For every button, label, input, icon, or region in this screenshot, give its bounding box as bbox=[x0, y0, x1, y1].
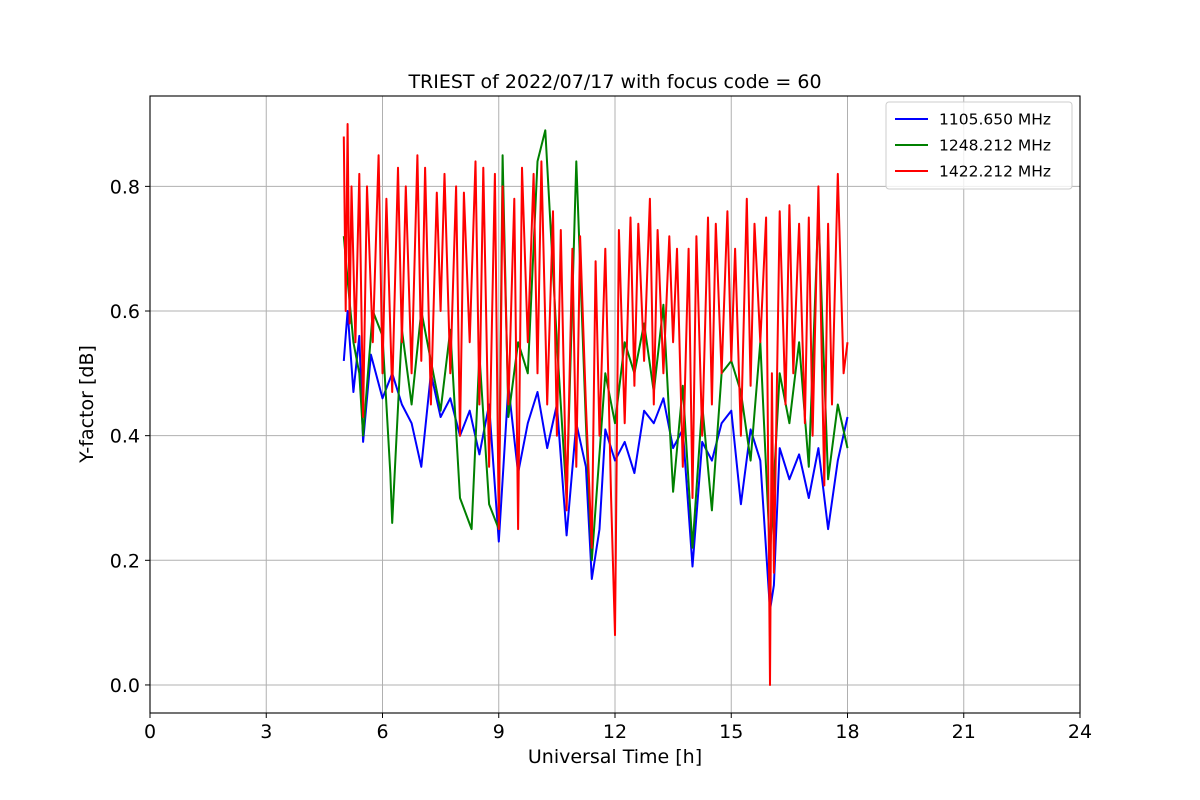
x-tick-label: 18 bbox=[835, 721, 859, 743]
x-tick-label: 0 bbox=[144, 721, 156, 743]
y-tick-label: 0.6 bbox=[110, 301, 140, 323]
x-tick-label: 9 bbox=[493, 721, 505, 743]
x-tick-label: 12 bbox=[603, 721, 627, 743]
y-tick-label: 0.2 bbox=[110, 550, 140, 572]
axis-ticks: 0 3 6 9 12 15 18 21 24 0.0 0.2 0.4 0.6 0.8 bbox=[110, 176, 1092, 743]
x-tick-label: 3 bbox=[260, 721, 272, 743]
x-tick-label: 15 bbox=[719, 721, 743, 743]
legend-label-1: 1105.650 MHz bbox=[939, 111, 1051, 129]
legend-label-2: 1248.212 MHz bbox=[939, 137, 1051, 155]
x-tick-label: 6 bbox=[376, 721, 388, 743]
legend-label-3: 1422.212 MHz bbox=[939, 163, 1051, 181]
series-line-2 bbox=[342, 129, 849, 562]
chart-title: TRIEST of 2022/07/17 with focus code = 6… bbox=[407, 71, 821, 93]
x-axis-label: Universal Time [h] bbox=[528, 746, 702, 768]
y-tick-label: 0.4 bbox=[110, 426, 140, 448]
x-tick-label: 21 bbox=[952, 721, 976, 743]
y-axis-label: Y-factor [dB] bbox=[76, 345, 98, 464]
legend: 1105.650 MHz 1248.212 MHz 1422.212 MHz bbox=[885, 101, 1073, 190]
y-tick-label: 0.8 bbox=[110, 176, 140, 198]
plot-series bbox=[342, 123, 849, 686]
y-tick-label: 0.0 bbox=[110, 675, 140, 697]
series-line-1 bbox=[342, 310, 849, 612]
x-tick-label: 24 bbox=[1068, 721, 1092, 743]
legend-box bbox=[885, 101, 1073, 190]
series-line-3 bbox=[342, 123, 849, 686]
